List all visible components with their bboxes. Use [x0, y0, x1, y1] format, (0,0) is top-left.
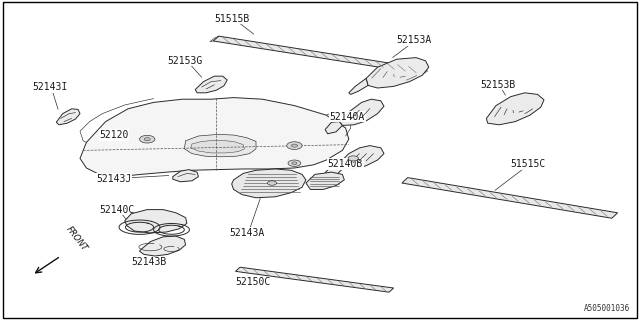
- Polygon shape: [213, 36, 426, 74]
- Circle shape: [291, 144, 298, 147]
- Polygon shape: [140, 236, 186, 256]
- Polygon shape: [402, 178, 618, 218]
- Text: 52120: 52120: [99, 130, 129, 140]
- Polygon shape: [56, 109, 80, 125]
- Polygon shape: [184, 134, 256, 157]
- Polygon shape: [236, 267, 394, 292]
- Polygon shape: [339, 99, 384, 125]
- Text: 52150C: 52150C: [236, 277, 271, 287]
- Polygon shape: [325, 122, 342, 134]
- Text: 52140C: 52140C: [99, 204, 134, 215]
- Text: 52153B: 52153B: [480, 80, 515, 90]
- Text: 52153G: 52153G: [168, 56, 203, 66]
- Polygon shape: [366, 58, 429, 88]
- Polygon shape: [232, 169, 306, 198]
- Text: 52143J: 52143J: [96, 173, 131, 184]
- Circle shape: [288, 160, 301, 166]
- Circle shape: [287, 142, 302, 149]
- Text: 51515C: 51515C: [511, 159, 546, 169]
- Polygon shape: [339, 146, 384, 169]
- Polygon shape: [325, 163, 342, 178]
- Circle shape: [268, 181, 276, 185]
- Circle shape: [144, 138, 150, 141]
- Polygon shape: [125, 210, 187, 233]
- Text: 52143I: 52143I: [32, 82, 67, 92]
- Circle shape: [292, 162, 297, 164]
- Polygon shape: [486, 93, 544, 125]
- Text: FRONT: FRONT: [64, 225, 89, 253]
- Text: 51515B: 51515B: [214, 13, 250, 24]
- Text: 52140A: 52140A: [330, 112, 365, 122]
- Polygon shape: [173, 170, 198, 182]
- Polygon shape: [195, 76, 227, 93]
- Circle shape: [140, 135, 155, 143]
- Polygon shape: [306, 172, 344, 189]
- Text: 52143B: 52143B: [131, 257, 166, 267]
- Polygon shape: [349, 78, 368, 94]
- Circle shape: [348, 156, 358, 161]
- Text: 52153A: 52153A: [397, 35, 432, 45]
- Text: 52140B: 52140B: [328, 159, 363, 169]
- Polygon shape: [80, 98, 349, 177]
- Text: 52143A: 52143A: [229, 228, 264, 238]
- Polygon shape: [191, 140, 244, 153]
- Text: A505001036: A505001036: [584, 304, 630, 313]
